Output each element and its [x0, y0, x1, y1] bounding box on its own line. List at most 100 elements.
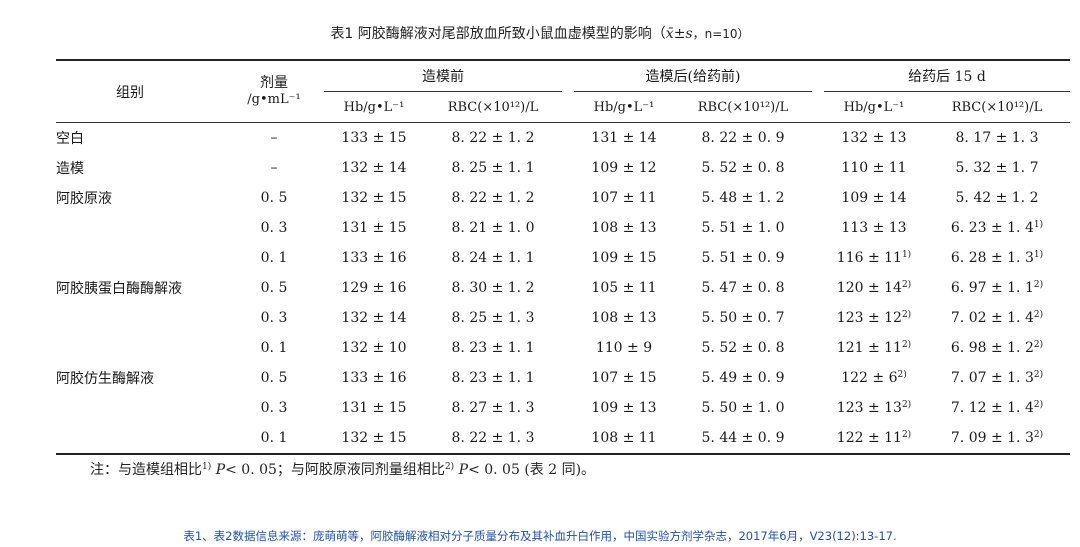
cell-hb-after-model: 131 ± 14 — [574, 123, 674, 154]
cell-hb-after-dosing-value: 122 ± 6 — [841, 370, 898, 386]
cell-hb-after-model: 107 ± 11 — [574, 183, 674, 213]
cell-hb-after-model: 107 ± 15 — [574, 363, 674, 393]
cell-rbc-after-dosing: 7. 02 ± 1. 42) — [924, 303, 1070, 333]
cell-rbc-after-model-value: 5. 51 ± 0. 9 — [701, 250, 785, 266]
cell-rbc-after-model: 5. 44 ± 0. 9 — [674, 423, 812, 454]
cell-rbc-after-dosing: 6. 23 ± 1. 41) — [924, 213, 1070, 243]
cell-hb-before-value: 133 ± 15 — [341, 130, 407, 146]
cell-hb-before-value: 132 ± 14 — [341, 310, 407, 326]
cell-group-value: 造模 — [56, 161, 84, 177]
significance-mark: 2) — [901, 400, 912, 410]
significance-mark: 2) — [1033, 370, 1044, 380]
table-row: 0. 3 131 ± 15 8. 21 ± 1. 0 108 ± 13 5. 51 ± … — [56, 213, 1070, 243]
cell-rbc-before-value: 8. 21 ± 1. 0 — [451, 220, 535, 236]
cell-hb-before-value: 132 ± 15 — [341, 430, 407, 446]
cell-rbc-after-dosing-value: 7. 12 ± 1. 4 — [950, 400, 1034, 416]
note-part-c: < 0. 05；与阿胶原液同剂量组相比 — [225, 462, 445, 478]
cell-rbc-after-model-value: 5. 52 ± 0. 8 — [701, 340, 785, 356]
cell-rbc-before-value: 8. 24 ± 1. 1 — [451, 250, 535, 266]
header-hb-2: Hb/g•L⁻¹ — [593, 99, 655, 115]
cell-dose: 0. 5 — [236, 183, 312, 213]
cell-rbc-after-model: 5. 50 ± 0. 7 — [674, 303, 812, 333]
cell-hb-after-dosing-value: 120 ± 14 — [836, 280, 902, 296]
cell-hb-before-value: 132 ± 10 — [341, 340, 407, 356]
cell-hb-before: 133 ± 15 — [324, 123, 424, 154]
cell-hb-after-dosing: 123 ± 122) — [824, 303, 924, 333]
cell-hb-after-dosing: 122 ± 62) — [824, 363, 924, 393]
significance-mark: 2) — [1033, 340, 1044, 350]
cell-hb-after-model: 110 ± 9 — [574, 333, 674, 363]
cell-dose-value: 0. 3 — [260, 310, 288, 326]
cell-group: 造模 — [56, 153, 236, 183]
cell-dose-value: 0. 5 — [260, 190, 288, 206]
cell-dose: 0. 5 — [236, 363, 312, 393]
table-title: 表1 阿胶酶解液对尾部放血所致小鼠血虚模型的影响（x̄±s，n=10） — [0, 23, 1080, 43]
cell-rbc-after-dosing: 7. 07 ± 1. 32) — [924, 363, 1070, 393]
header-dose: 剂量 — [260, 74, 288, 91]
cell-group — [56, 213, 236, 243]
cell-hb-after-dosing-value: 123 ± 12 — [836, 310, 902, 326]
cell-dose: 0. 3 — [236, 213, 312, 243]
cell-rbc-after-dosing-value: 6. 23 ± 1. 4 — [950, 220, 1034, 236]
cell-hb-after-model-value: 107 ± 15 — [591, 370, 657, 386]
cell-rbc-before: 8. 22 ± 1. 2 — [424, 123, 562, 154]
note-p-2: P — [458, 462, 469, 478]
cell-hb-after-dosing-value: 123 ± 13 — [836, 400, 902, 416]
significance-mark: 1) — [1033, 220, 1044, 230]
table-row: 空白 – 133 ± 15 8. 22 ± 1. 2 131 ± 14 8. 22 ± 0… — [56, 123, 1070, 154]
cell-rbc-after-model: 5. 51 ± 1. 0 — [674, 213, 812, 243]
cell-rbc-before-value: 8. 22 ± 1. 2 — [451, 130, 535, 146]
cell-rbc-after-dosing: 7. 09 ± 1. 32) — [924, 423, 1070, 454]
cell-rbc-before: 8. 22 ± 1. 3 — [424, 423, 562, 454]
cell-rbc-before: 8. 30 ± 1. 2 — [424, 273, 562, 303]
header-rbc-2: RBC(×10¹²)/L — [697, 99, 789, 115]
cell-rbc-after-model-value: 5. 50 ± 1. 0 — [701, 400, 785, 416]
table-row: 0. 1 132 ± 15 8. 22 ± 1. 3 108 ± 11 5. 44 ± … — [56, 423, 1070, 454]
significance-mark: 2) — [901, 280, 912, 290]
significance-mark: 2) — [1033, 310, 1044, 320]
cell-rbc-after-dosing-value: 7. 07 ± 1. 3 — [950, 370, 1034, 386]
significance-mark: 2) — [897, 370, 907, 380]
cell-group — [56, 393, 236, 423]
cell-hb-after-dosing-value: 122 ± 11 — [836, 430, 902, 446]
header-hb-1: Hb/g•L⁻¹ — [343, 99, 405, 115]
significance-mark: 2) — [1033, 430, 1044, 440]
significance-mark: 2) — [901, 430, 912, 440]
cell-rbc-after-model-value: 5. 49 ± 0. 9 — [701, 370, 785, 386]
cell-dose-value: 0. 5 — [260, 370, 288, 386]
cell-group: 阿胶原液 — [56, 183, 236, 213]
cell-rbc-after-dosing-value: 7. 09 ± 1. 3 — [950, 430, 1034, 446]
cell-group — [56, 423, 236, 454]
cell-dose: 0. 5 — [236, 273, 312, 303]
cell-hb-after-dosing: 120 ± 142) — [824, 273, 924, 303]
cell-hb-before-value: 132 ± 15 — [341, 190, 407, 206]
cell-rbc-after-model: 5. 50 ± 1. 0 — [674, 393, 812, 423]
note-part-a: 注：与造模组相比 — [90, 462, 202, 478]
table-row: 0. 1 132 ± 10 8. 23 ± 1. 1 110 ± 9 5. 52 ± 0… — [56, 333, 1070, 363]
cell-hb-after-model-value: 108 ± 11 — [591, 430, 657, 446]
cell-rbc-after-model: 5. 47 ± 0. 8 — [674, 273, 812, 303]
cell-dose-value: 0. 1 — [260, 340, 288, 356]
title-n: ，n=10） — [692, 27, 750, 41]
header-group: 组别 — [116, 84, 144, 101]
cell-dose: 0. 1 — [236, 423, 312, 454]
header-period-after-model: 造模后(给药前) — [574, 60, 812, 92]
cell-dose: 0. 3 — [236, 393, 312, 423]
header-rbc-3: RBC(×10¹²)/L — [951, 99, 1043, 115]
cell-rbc-after-dosing-value: 5. 32 ± 1. 7 — [955, 160, 1039, 176]
cell-hb-before: 132 ± 14 — [324, 303, 424, 333]
cell-hb-after-dosing-value: 113 ± 13 — [841, 220, 907, 236]
cell-hb-before: 132 ± 14 — [324, 153, 424, 183]
cell-group — [56, 303, 236, 333]
cell-rbc-after-dosing-value: 6. 98 ± 1. 2 — [950, 340, 1034, 356]
cell-hb-after-model-value: 131 ± 14 — [591, 130, 657, 146]
cell-hb-before: 132 ± 10 — [324, 333, 424, 363]
note-sup-1: 1) — [202, 462, 212, 472]
table-row: 0. 1 133 ± 16 8. 24 ± 1. 1 109 ± 15 5. 51 ± … — [56, 243, 1070, 273]
cell-hb-after-model-value: 108 ± 13 — [591, 310, 657, 326]
cell-hb-after-model: 109 ± 12 — [574, 153, 674, 183]
header-period-after-dosing: 给药后 15 d — [824, 60, 1070, 92]
cell-rbc-after-model: 5. 52 ± 0. 8 — [674, 333, 812, 363]
cell-rbc-before-value: 8. 30 ± 1. 2 — [451, 280, 535, 296]
cell-rbc-after-dosing-value: 8. 17 ± 1. 3 — [955, 130, 1039, 146]
